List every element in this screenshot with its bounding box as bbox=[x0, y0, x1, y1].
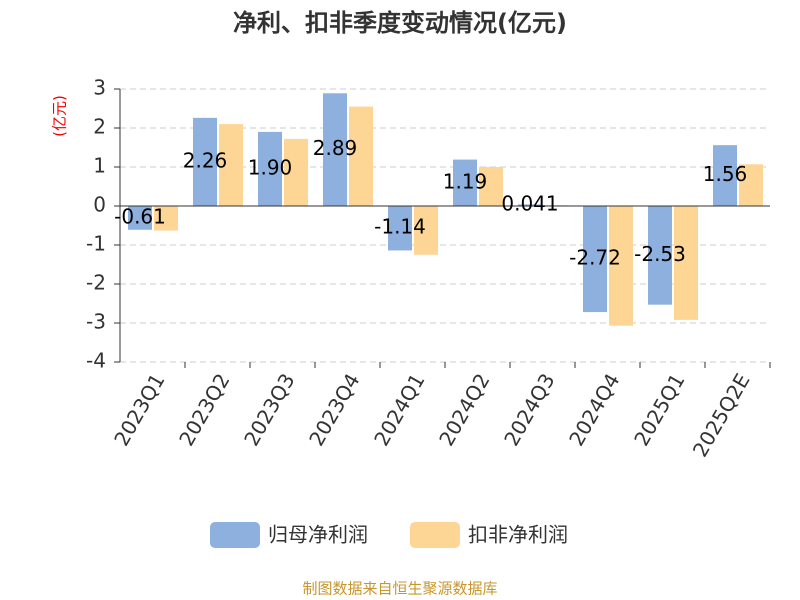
bar bbox=[323, 93, 347, 206]
bar bbox=[258, 131, 282, 206]
y-tick-label: 2 bbox=[93, 115, 106, 139]
chart-title: 净利、扣非季度变动情况(亿元) bbox=[233, 9, 567, 37]
x-tick-label: 2024Q3 bbox=[499, 369, 559, 450]
x-tick-label: 2024Q1 bbox=[369, 369, 429, 450]
y-tick-label: -1 bbox=[86, 232, 106, 256]
bar bbox=[518, 204, 542, 206]
value-label: -2.53 bbox=[634, 242, 686, 266]
x-tick-label: 2023Q3 bbox=[239, 369, 299, 450]
bar bbox=[349, 106, 373, 206]
legend-swatch bbox=[210, 522, 260, 548]
bar bbox=[284, 138, 308, 206]
x-tick-label: 2023Q4 bbox=[304, 369, 364, 450]
bar bbox=[219, 124, 243, 206]
value-label: -2.72 bbox=[569, 246, 621, 270]
legend-label: 扣非净利润 bbox=[468, 523, 568, 547]
value-label: -1.14 bbox=[374, 215, 426, 239]
bar bbox=[713, 145, 737, 206]
value-label: 1.56 bbox=[703, 162, 748, 186]
x-tick-label: 2023Q1 bbox=[109, 369, 169, 450]
bar bbox=[453, 159, 477, 206]
bar bbox=[154, 206, 178, 231]
bar bbox=[414, 206, 438, 255]
bar bbox=[609, 206, 633, 326]
x-tick-label: 2024Q2 bbox=[434, 369, 494, 450]
value-label: 2.89 bbox=[313, 136, 358, 160]
bar bbox=[739, 164, 763, 206]
bar bbox=[128, 206, 152, 230]
y-tick-label: -3 bbox=[86, 310, 106, 334]
bar bbox=[193, 117, 217, 206]
value-label: 2.26 bbox=[183, 148, 228, 172]
x-tick-label: 2023Q2 bbox=[174, 369, 234, 450]
value-label: 0.041 bbox=[501, 192, 558, 216]
y-tick-label: 3 bbox=[93, 76, 106, 100]
value-label: 1.90 bbox=[248, 155, 293, 179]
value-label: 1.19 bbox=[443, 169, 488, 193]
y-axis-label: (亿元) bbox=[51, 95, 69, 137]
x-tick-label: 2025Q2E bbox=[688, 369, 755, 461]
x-tick-label: 2025Q1 bbox=[629, 369, 689, 450]
y-tick-label: 0 bbox=[93, 193, 106, 217]
x-tick-label: 2024Q4 bbox=[564, 369, 624, 450]
y-tick-label: -4 bbox=[86, 349, 106, 373]
y-tick-label: -2 bbox=[86, 271, 106, 295]
value-label: -0.61 bbox=[114, 204, 166, 228]
source-note: 制图数据来自恒生聚源数据库 bbox=[302, 580, 497, 598]
legend-swatch bbox=[410, 522, 460, 548]
bar bbox=[388, 206, 412, 251]
bar bbox=[674, 206, 698, 320]
bar bbox=[479, 167, 503, 206]
y-tick-label: 1 bbox=[93, 154, 106, 178]
bar bbox=[648, 206, 672, 305]
bar bbox=[583, 206, 607, 313]
legend-label: 归母净利润 bbox=[268, 523, 368, 547]
